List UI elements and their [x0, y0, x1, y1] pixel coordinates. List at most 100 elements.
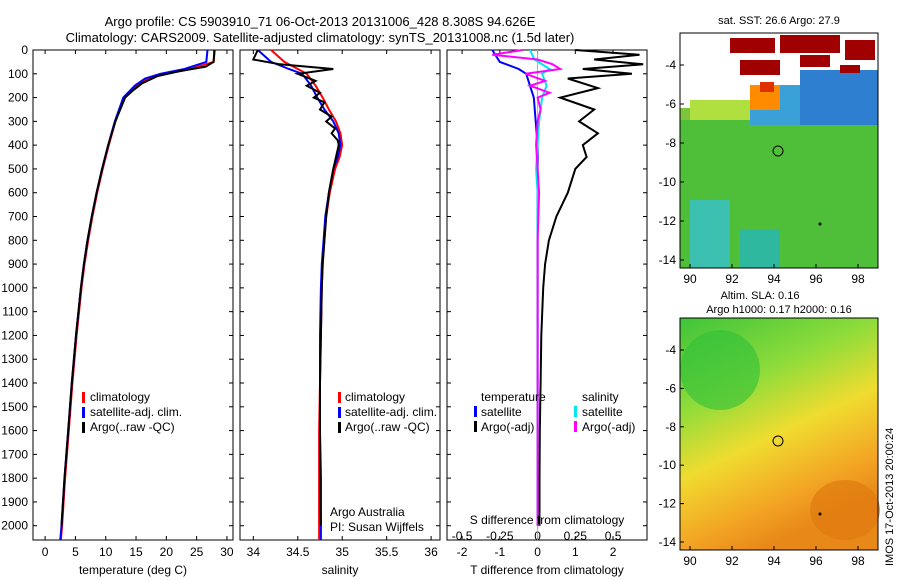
depth-tick-label: 400: [8, 138, 28, 152]
sla-ytick-label: -6: [665, 381, 676, 395]
temperature-xtick-label: 0: [42, 545, 49, 559]
sla-xtick-label: 90: [683, 554, 697, 568]
salinity-xtick-label: 34: [247, 545, 261, 559]
temperature-xlabel: temperature (deg C): [78, 563, 188, 577]
sla-xtick-label: 96: [809, 554, 823, 568]
depth-tick-label: 1500: [1, 400, 28, 414]
depth-tick-label: 1400: [1, 376, 28, 390]
depth-tick-label: 300: [8, 114, 28, 128]
sla-xtick-label: 98: [851, 554, 865, 568]
depth-tick-label: 500: [8, 162, 28, 176]
sst-track-dot: [818, 222, 822, 226]
sst-xtick-label: 94: [767, 272, 781, 286]
temperature-panel-frame: [32, 49, 234, 541]
sst-xtick-label: 92: [725, 272, 739, 286]
temperature-xtick-label: 5: [72, 545, 79, 559]
difference-s-tick-label: 0.5: [605, 529, 622, 543]
depth-tick-label: 2000: [1, 519, 28, 533]
temperature-series-satellite-adj-clim-: [59, 49, 209, 541]
depth-tick-label: 1100: [2, 305, 28, 319]
difference-legend: [474, 406, 577, 432]
depth-tick-label: 1000: [1, 281, 28, 295]
note-argo-australia: Argo Australia: [330, 505, 405, 519]
difference-series-temperature-argo-adj-: [538, 49, 644, 526]
sla-ytick-label: -14: [659, 535, 677, 549]
sst-ytick-label: -14: [659, 253, 677, 267]
salinity-xtick-label: 35.5: [375, 545, 399, 559]
sla-ytick-label: -12: [659, 497, 677, 511]
legend-satellite: satellite-adj. clim.: [345, 405, 438, 419]
difference-xtick-label: 2: [610, 545, 617, 559]
legend-climatology: climatology: [90, 390, 151, 404]
sst-map: [679, 32, 879, 269]
difference-xtick-label: 1: [572, 545, 579, 559]
difference-xtick-label: -2: [457, 545, 468, 559]
legend-satellite: satellite-adj. clim.: [90, 405, 183, 419]
salinity-legend-text: climatology satellite-adj. clim. Argo(..…: [345, 390, 437, 435]
temperature-legend-text: climatology satellite-adj. clim. Argo(..…: [90, 390, 182, 435]
salinity-series-climatology: [270, 49, 344, 540]
salinity-panel-frame: [239, 49, 441, 541]
temperature-series-argo-raw-qc-: [60, 50, 216, 526]
legend-climatology: climatology: [345, 390, 406, 404]
temperature-series-climatology: [59, 49, 216, 541]
difference-series-temperature-satellite: [491, 49, 539, 526]
depth-tick-label: 1600: [1, 424, 28, 438]
sst-xtick-label: 96: [809, 272, 823, 286]
depth-tick-label: 900: [8, 257, 28, 271]
depth-tick-label: 0: [21, 43, 28, 57]
salinity-xtick-label: 35: [336, 545, 350, 559]
legend-s-satellite: satellite: [582, 405, 623, 419]
difference-s-tick-label: 0.25: [564, 529, 588, 543]
difference-series-salinity-argo-adj-: [492, 49, 564, 526]
temperature-xtick-label: 25: [190, 545, 204, 559]
temperature-xtick-label: 20: [160, 545, 174, 559]
imos-timestamp: IMOS 17-Oct-2013 20:00:24: [884, 427, 896, 566]
depth-tick-label: 1700: [1, 447, 28, 461]
legend-t-argo: Argo(-adj): [481, 420, 535, 434]
sla-ytick-label: -4: [665, 343, 676, 357]
difference-legend-s-text: salinity satellite Argo(-adj): [582, 390, 635, 435]
legend-s-argo: Argo(-adj): [582, 420, 636, 434]
note-pi: PI: Susan Wijffels: [330, 520, 424, 534]
difference-legend-t-text: temperature satellite Argo(-adj): [481, 390, 546, 435]
temperature-legend: [82, 392, 85, 433]
salinity-series-argo-raw-qc-: [251, 49, 340, 526]
legend-head-salinity: salinity: [582, 390, 619, 404]
sla-map-title-1: Altim. SLA: 0.16: [720, 290, 800, 302]
sst-map-title: sat. SST: 26.6 Argo: 27.9: [718, 15, 840, 27]
sla-argo-marker: [772, 435, 784, 447]
legend-argo: Argo(..raw -QC): [345, 420, 430, 434]
depth-tick-label: 800: [8, 233, 28, 247]
difference-xtick-label: 0: [534, 545, 541, 559]
depth-tick-label: 1900: [1, 495, 28, 509]
legend-argo: Argo(..raw -QC): [90, 420, 175, 434]
depth-tick-label: 1800: [1, 471, 28, 485]
salinity-note: Argo Australia PI: Susan Wijffels: [330, 505, 424, 535]
sla-xtick-label: 94: [767, 554, 781, 568]
sst-ytick-label: -4: [665, 58, 676, 72]
title-line-2: Climatology: CARS2009. Satellite-adjuste…: [65, 30, 575, 45]
sst-xtick-label: 90: [683, 272, 697, 286]
sla-xtick-label: 92: [725, 554, 739, 568]
depth-tick-label: 1300: [1, 352, 28, 366]
temperature-xtick-label: 10: [99, 545, 113, 559]
temperature-xtick-label: 15: [129, 545, 143, 559]
depth-tick-label: 200: [8, 91, 28, 105]
difference-panel-frame: [446, 49, 648, 541]
sla-ytick-label: -8: [665, 420, 676, 434]
temperature-xtick-label: 30: [220, 545, 234, 559]
difference-s-tick-label: -0.5: [452, 529, 473, 543]
sla-map: [679, 317, 880, 551]
sst-ytick-label: -8: [665, 136, 676, 150]
salinity-xtick-label: 34.5: [286, 545, 310, 559]
salinity-xtick-label: 36: [424, 545, 438, 559]
sst-ytick-label: -12: [659, 214, 677, 228]
salinity-legend: [338, 392, 341, 433]
sst-xtick-label: 98: [851, 272, 865, 286]
sla-track-dot: [818, 512, 822, 516]
depth-tick-label: 700: [8, 210, 28, 224]
difference-xtick-label: -1: [494, 545, 505, 559]
depth-tick-label: 1200: [1, 328, 28, 342]
